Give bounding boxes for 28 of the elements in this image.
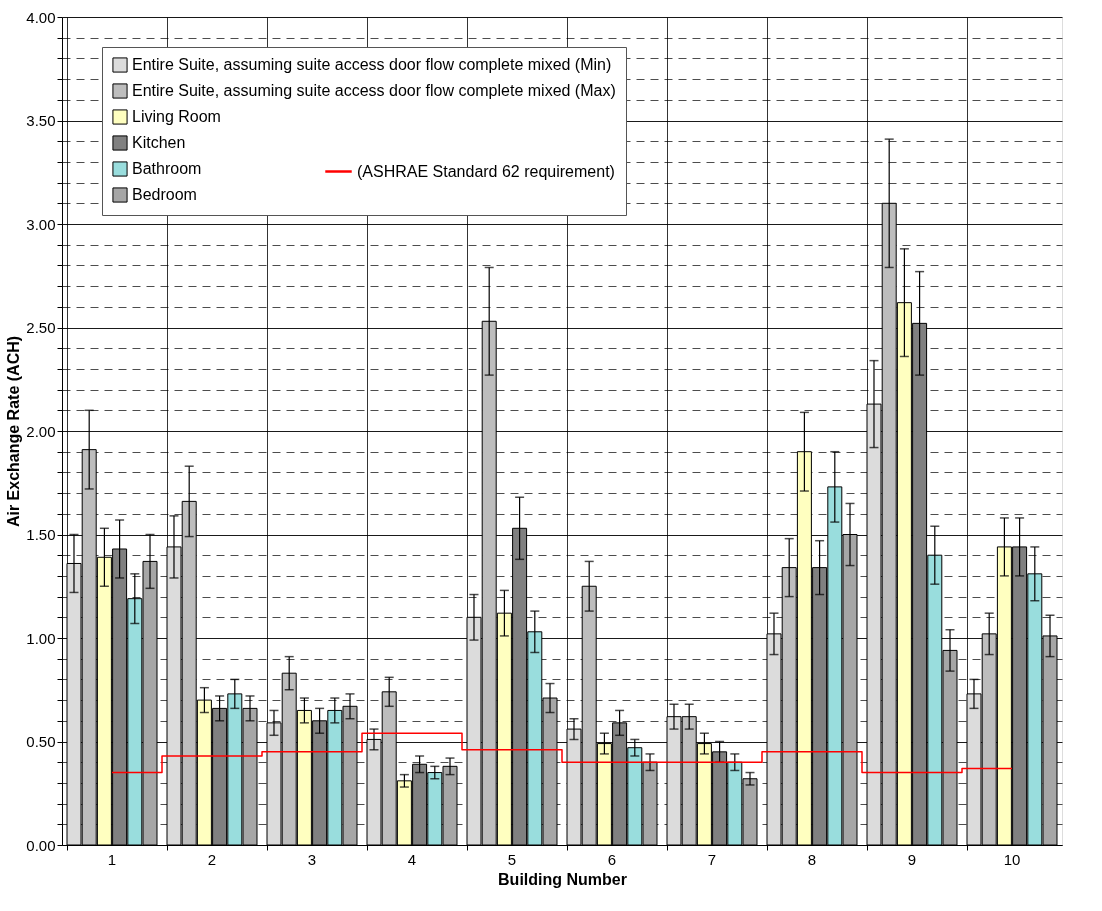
x-tick-label: 6 (607, 850, 617, 868)
y-tick-label: 3.50 (26, 112, 56, 129)
x-tick-label: 8 (807, 850, 817, 868)
legend-label: Bathroom (132, 160, 202, 177)
x-tick-label: 9 (907, 850, 917, 868)
legend-label: Living Room (132, 108, 221, 125)
y-tick-label: 1.00 (26, 629, 56, 647)
y-tick-label: 4.00 (26, 8, 56, 26)
legend-label: Bedroom (132, 186, 197, 203)
x-axis-title: Building Number (498, 870, 627, 888)
y-tick-label: 0.50 (26, 733, 56, 750)
y-axis-title: Air Exchange Rate (ACH) (5, 335, 23, 528)
y-tick-label: 1.50 (26, 526, 56, 543)
y-tick-label: 0.00 (26, 836, 56, 854)
x-tick-label: 10 (1003, 850, 1021, 868)
x-tick-label: 5 (507, 850, 517, 868)
y-tick-label: 2.00 (26, 422, 56, 440)
x-tick-label: 7 (707, 850, 717, 868)
legend-label: Kitchen (132, 134, 186, 151)
x-tick-label: 4 (407, 850, 417, 868)
x-tick-label: 1 (107, 850, 117, 868)
y-tick-label: 2.50 (26, 319, 56, 336)
y-tick-label: 3.00 (26, 215, 56, 233)
x-tick-label: 3 (307, 850, 317, 868)
legend-label: Entire Suite, assuming suite access door flow complete mixed (Max) (132, 82, 616, 99)
legend-label: Entire Suite, assuming suite access door flow complete mixed (Min) (132, 56, 612, 73)
legend-label: (ASHRAE Standard 62 requirement) (357, 162, 615, 180)
x-tick-label: 2 (207, 850, 217, 868)
